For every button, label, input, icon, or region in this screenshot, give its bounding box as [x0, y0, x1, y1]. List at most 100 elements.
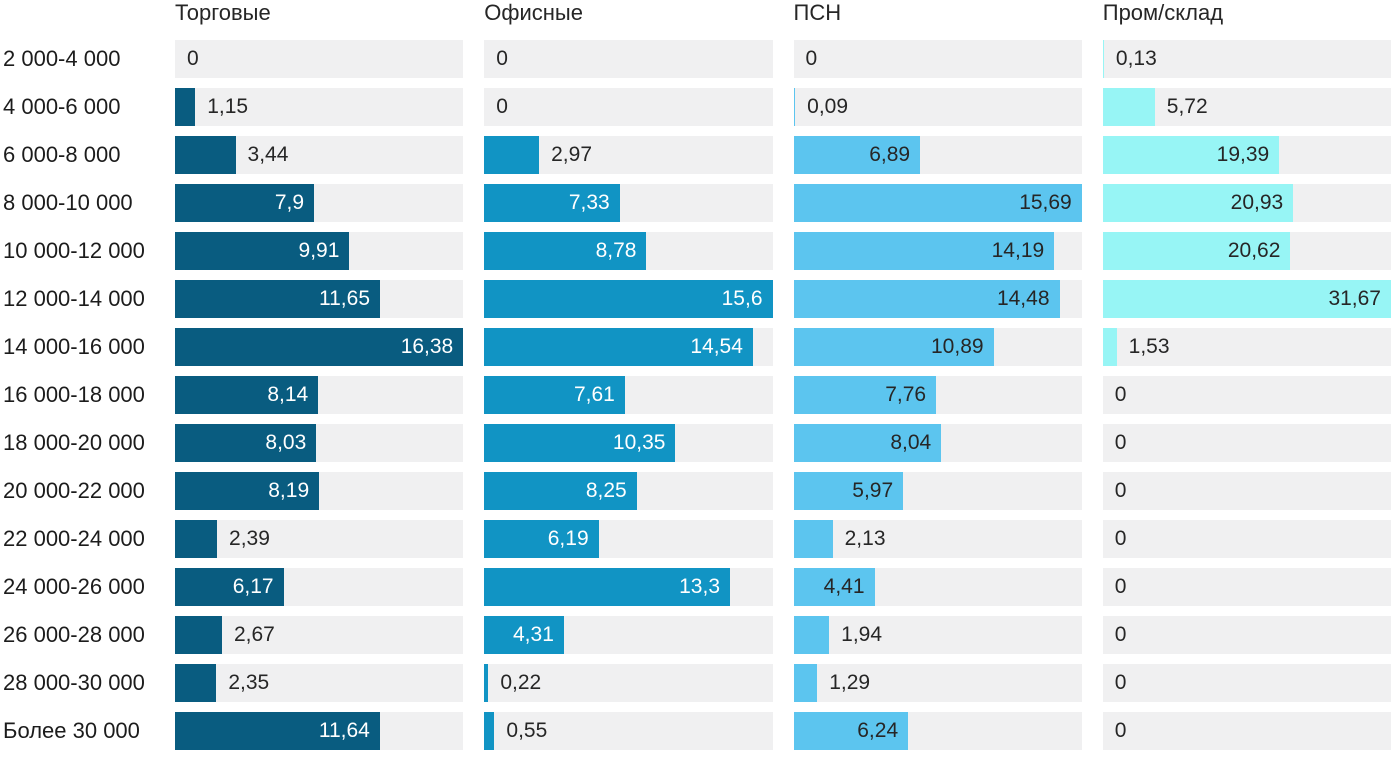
- bar-track: 8,78: [484, 232, 773, 270]
- bar-track: 2,67: [175, 616, 464, 654]
- bar-track: 15,6: [484, 280, 773, 318]
- bar-track: 14,19: [793, 232, 1082, 270]
- bar-track: 0: [484, 88, 773, 126]
- column-header-series-0: Торговые: [175, 0, 271, 25]
- bar-track: 0: [793, 40, 1082, 78]
- bar-value-label: 6,19: [547, 527, 589, 550]
- bar-track: 20,62: [1102, 232, 1391, 270]
- bar: 6,17: [175, 568, 284, 606]
- row-label: 18 000-20 000: [3, 430, 145, 455]
- bar: [1102, 40, 1104, 78]
- bar-value-label: 6,89: [869, 143, 911, 166]
- bar: 11,64: [175, 712, 380, 750]
- bar-track: 0: [1102, 472, 1391, 510]
- bar-track: 2,13: [793, 520, 1082, 558]
- bar-track: 8,14: [175, 376, 464, 414]
- bar-track: 1,53: [1102, 328, 1391, 366]
- bar: 6,89: [793, 136, 921, 174]
- bar: 10,35: [484, 424, 676, 462]
- bar: 8,25: [484, 472, 637, 510]
- bar-track: 13,3: [484, 568, 773, 606]
- bar: [484, 664, 489, 702]
- bar-track: 0: [1102, 616, 1391, 654]
- bar: 6,24: [793, 712, 909, 750]
- bar: 14,19: [793, 232, 1055, 270]
- bar-value-label: 3,44: [247, 143, 289, 166]
- bar-value-label: 7,76: [885, 383, 927, 406]
- bar-track: 1,29: [793, 664, 1082, 702]
- row-label: 20 000-22 000: [3, 478, 145, 503]
- bar-track: 20,93: [1102, 184, 1391, 222]
- bar-value-label: 0,55: [506, 719, 548, 742]
- bar-value-label: 14,54: [690, 335, 743, 358]
- bar: 6,19: [484, 520, 599, 558]
- bar: 20,93: [1102, 184, 1294, 222]
- bar-value-label: 1,94: [841, 623, 883, 646]
- bar: 13,3: [484, 568, 730, 606]
- bar-value-label: 1,53: [1128, 335, 1170, 358]
- bar-value-label: 0,13: [1115, 47, 1157, 70]
- bar-track: 0: [175, 40, 464, 78]
- bar-value-label: 1,15: [207, 95, 249, 118]
- column-header-series-2: ПСН: [793, 0, 842, 25]
- bar: 8,78: [484, 232, 647, 270]
- bar-value-label: 6,24: [857, 719, 899, 742]
- bar-value-label: 11,64: [318, 719, 370, 742]
- bar: 14,54: [484, 328, 753, 366]
- bar: [1102, 88, 1155, 126]
- bar: 20,62: [1102, 232, 1291, 270]
- bar: [793, 88, 796, 126]
- bar: [793, 664, 818, 702]
- bar: 5,97: [793, 472, 904, 510]
- bar-track: 0,09: [793, 88, 1082, 126]
- row-label: 6 000-8 000: [3, 142, 121, 167]
- bar-track: 0: [1102, 568, 1391, 606]
- bar-value-label: 7,33: [568, 191, 610, 214]
- bar: 19,39: [1102, 136, 1280, 174]
- bar: 8,14: [175, 376, 319, 414]
- bar-track: 1,94: [793, 616, 1082, 654]
- bar: 4,31: [484, 616, 564, 654]
- bar-value-label: 0: [1114, 383, 1127, 406]
- row-label: 14 000-16 000: [3, 334, 145, 359]
- bar-track: 15,69: [793, 184, 1082, 222]
- row-label: 4 000-6 000: [3, 94, 121, 119]
- bar-value-label: 0: [1114, 479, 1127, 502]
- bar-track: 0,55: [484, 712, 773, 750]
- bar-track: 14,48: [793, 280, 1082, 318]
- row-label: 26 000-28 000: [3, 622, 145, 647]
- bar-track: 7,61: [484, 376, 773, 414]
- bar: 10,89: [793, 328, 994, 366]
- bar-value-label: 0: [1114, 719, 1127, 742]
- row-label: 24 000-26 000: [3, 574, 145, 599]
- bar-value-label: 0: [1114, 527, 1127, 550]
- bar: 11,65: [175, 280, 380, 318]
- bar-value-label: 0: [1114, 431, 1127, 454]
- bar-value-label: 11,65: [319, 287, 370, 310]
- bar-value-label: 8,03: [265, 431, 307, 454]
- bar-track: 2,35: [175, 664, 464, 702]
- bar: 7,33: [484, 184, 620, 222]
- bar-track: 1,15: [175, 88, 464, 126]
- bar-value-label: 14,19: [991, 239, 1045, 262]
- bar-value-label: 0: [805, 47, 818, 70]
- bar-track: 3,44: [175, 136, 464, 174]
- bar: 15,6: [484, 280, 773, 318]
- row-label: 10 000-12 000: [3, 238, 145, 263]
- axis-corner-spacer: [0, 0, 154, 30]
- bar-value-label: 2,13: [844, 527, 886, 550]
- bar-track: 5,72: [1102, 88, 1391, 126]
- bar: [484, 712, 495, 750]
- bar-track: 31,67: [1102, 280, 1391, 318]
- bar-value-label: 8,78: [595, 239, 637, 262]
- bar-value-label: 7,9: [274, 191, 305, 214]
- row-label: 8 000-10 000: [3, 190, 133, 215]
- bar-track: 10,35: [484, 424, 773, 462]
- bar: 15,69: [793, 184, 1082, 222]
- bar-track: 6,19: [484, 520, 773, 558]
- bar-value-label: 2,67: [233, 623, 275, 646]
- bar-value-label: 0: [496, 47, 508, 70]
- bar-value-label: 0: [496, 95, 508, 118]
- bar: 7,9: [175, 184, 315, 222]
- bar-track: 8,04: [793, 424, 1082, 462]
